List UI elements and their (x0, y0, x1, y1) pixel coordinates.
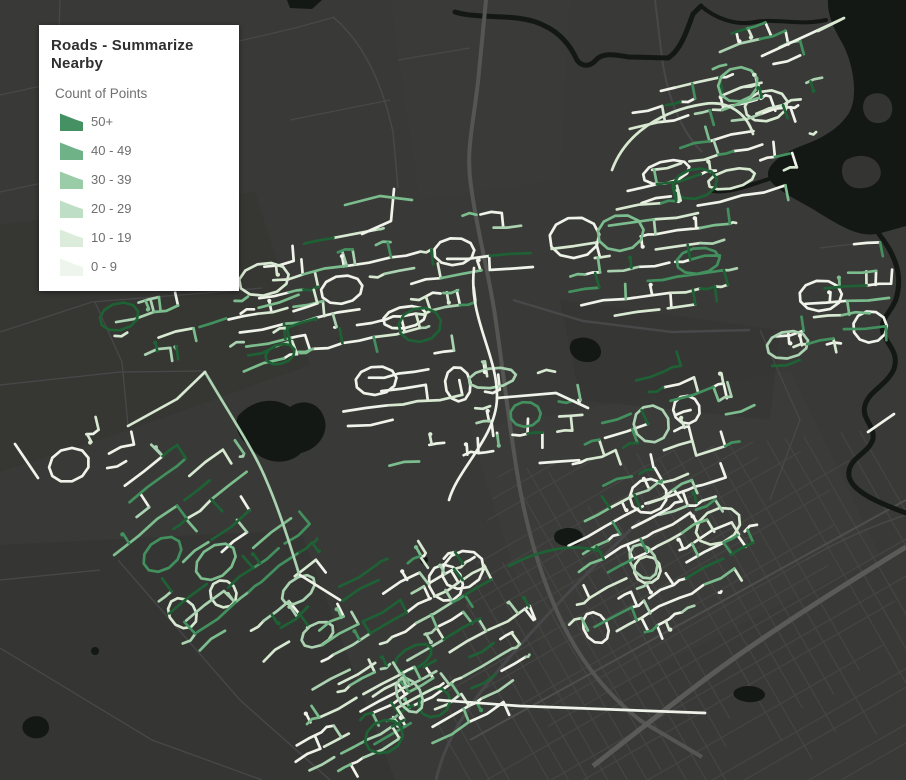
legend-title: Roads - Summarize Nearby (51, 37, 194, 72)
legend-swatch-50plus (60, 113, 83, 131)
legend-class-label: 30 - 39 (91, 171, 132, 187)
legend-class-label: 0 - 9 (91, 258, 118, 274)
basemap-highways (467, 0, 906, 768)
water-layer (22, 0, 906, 739)
legend-class-label: 10 - 19 (91, 229, 132, 245)
legend-class-label: 20 - 29 (91, 200, 132, 216)
legend-swatch-20-29 (60, 200, 83, 218)
legend-row: 10 - 19 (60, 223, 229, 252)
basemap-terrain-layer (0, 0, 880, 780)
legend-row: 40 - 49 (60, 136, 229, 165)
legend-swatch-40-49 (60, 142, 83, 160)
legend-class-label: 40 - 49 (91, 142, 132, 158)
legend-class-label: 50+ (91, 113, 114, 129)
legend-panel: Roads - Summarize Nearby Count of Points… (39, 25, 239, 291)
legend-field-label: Count of Points (55, 86, 148, 101)
legend-swatch-30-39 (60, 171, 83, 189)
legend-swatch-10-19 (60, 229, 83, 247)
legend-row: 50+ (60, 107, 229, 136)
legend-row: 30 - 39 (60, 165, 229, 194)
legend-row: 20 - 29 (60, 194, 229, 223)
summarize-nearby-roads-layer (13, 16, 896, 778)
legend-row: 0 - 9 (60, 252, 229, 281)
legend-swatch-0-9 (60, 258, 83, 276)
